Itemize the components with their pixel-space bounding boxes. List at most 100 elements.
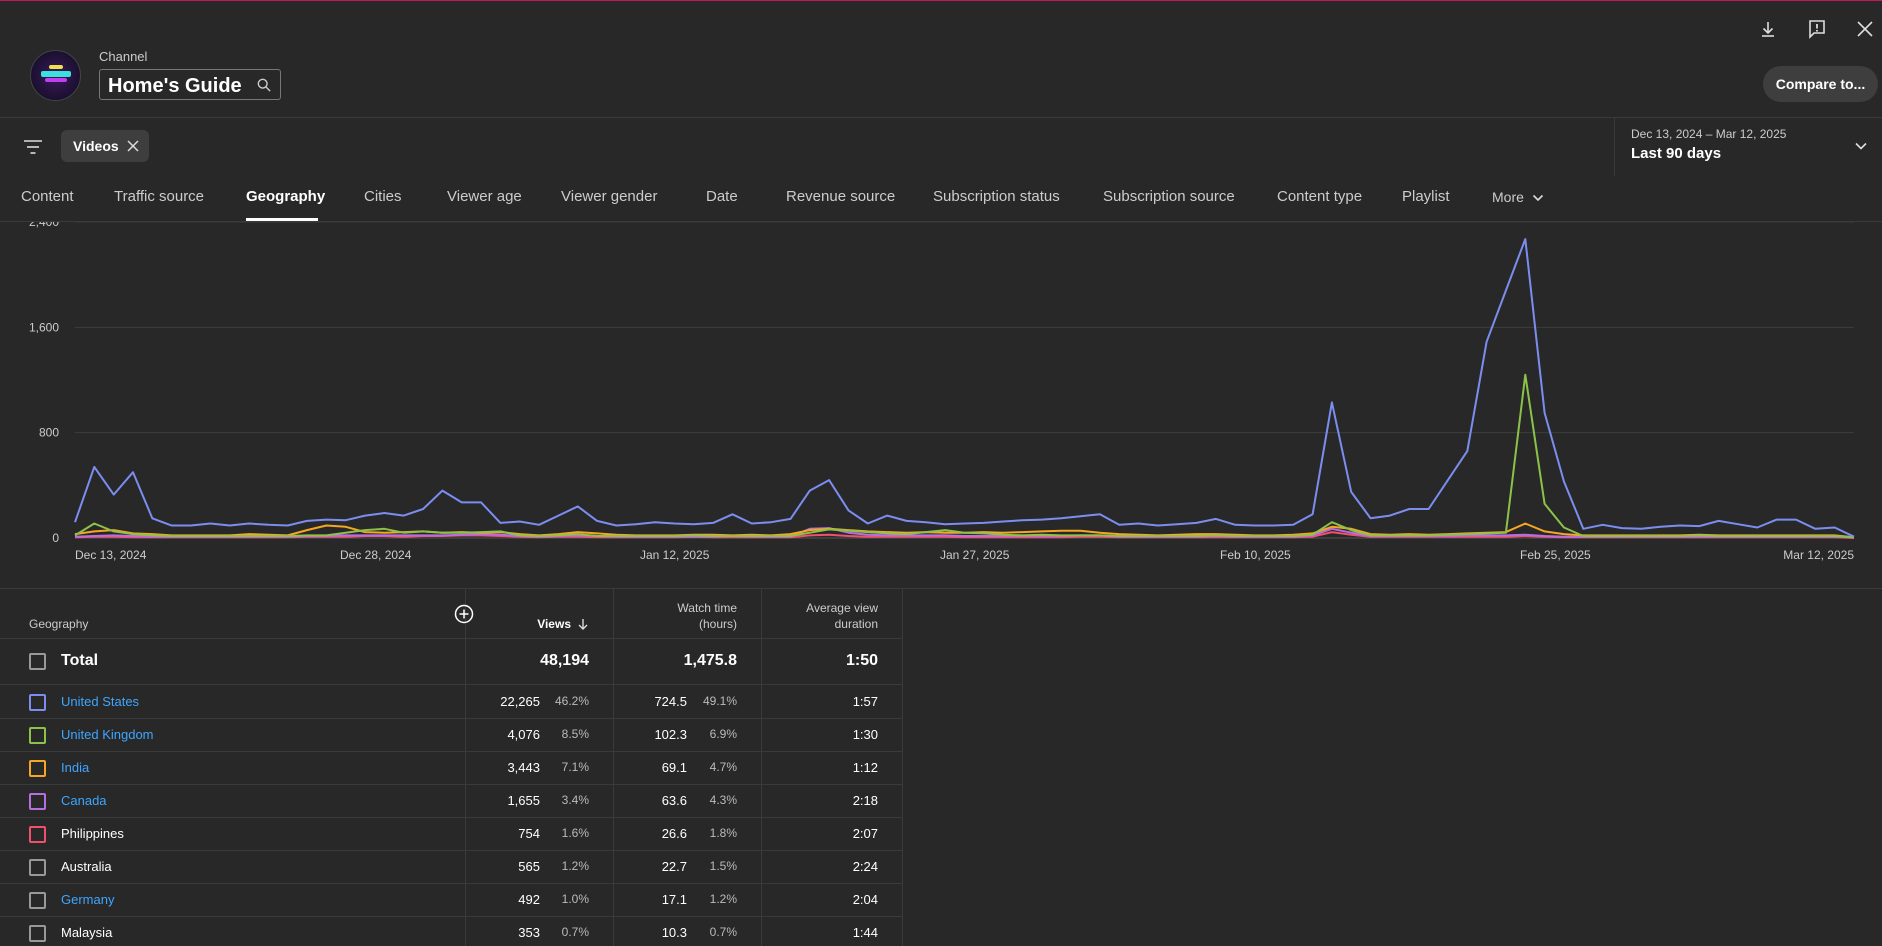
- row-views: 1,655: [507, 793, 540, 808]
- x-tick-label: Jan 27, 2025: [940, 548, 1010, 562]
- row-checkbox[interactable]: [29, 727, 46, 744]
- close-icon[interactable]: [1854, 18, 1876, 40]
- row-checkbox[interactable]: [29, 793, 46, 810]
- row-country-name[interactable]: Canada: [61, 793, 107, 808]
- tab-content-type[interactable]: Content type: [1277, 188, 1363, 205]
- tab-content[interactable]: Content: [21, 188, 74, 205]
- row-avg-view-duration: 1:57: [852, 694, 878, 709]
- row-views: 4,076: [507, 727, 540, 742]
- search-icon[interactable]: [257, 78, 271, 92]
- row-watch-time: 69.1: [661, 760, 687, 775]
- y-tick-label: 2,400: [29, 222, 59, 229]
- row-checkbox[interactable]: [29, 760, 46, 777]
- row-views-percent: 1.0%: [561, 892, 589, 906]
- column-header-views[interactable]: Views: [420, 616, 589, 632]
- column-divider: [465, 589, 466, 946]
- chevron-down-icon: [1532, 195, 1543, 202]
- row-views: 754: [518, 826, 540, 841]
- row-divider: [0, 718, 903, 719]
- date-range-label: Last 90 days: [1631, 145, 1722, 162]
- avatar-shape: [49, 65, 63, 69]
- tab-subscription-source[interactable]: Subscription source: [1103, 188, 1235, 205]
- x-tick-label: Jan 12, 2025: [640, 548, 710, 562]
- table-row: Malaysia 353 0.7% 10.3 0.7% 1:44: [0, 916, 903, 946]
- column-header-geography[interactable]: Geography: [29, 617, 89, 631]
- tab-viewer-age[interactable]: Viewer age: [447, 188, 522, 205]
- channel-label: Channel: [99, 49, 148, 64]
- feedback-icon[interactable]: [1806, 18, 1828, 40]
- column-header-avg-view-duration[interactable]: Average view duration: [760, 600, 878, 632]
- tab-more-label: More: [1492, 189, 1524, 205]
- tab-cities[interactable]: Cities: [364, 188, 402, 205]
- filter-chip-label: Videos: [73, 138, 119, 154]
- row-views-percent: 3.4%: [561, 793, 589, 807]
- tab-revenue-source[interactable]: Revenue source: [786, 188, 896, 205]
- row-watch-time: 724.5: [654, 694, 687, 709]
- column-header-watch-line: Watch time: [677, 601, 737, 615]
- row-watch-time: 10.3: [661, 925, 687, 940]
- column-divider: [761, 589, 762, 946]
- row-avg-view-duration: 2:18: [852, 793, 878, 808]
- row-watch-time-percent: 49.1%: [702, 694, 737, 708]
- column-header-views-label: Views: [537, 617, 571, 631]
- tab-geography[interactable]: Geography: [246, 188, 326, 205]
- x-tick-label: Feb 25, 2025: [1520, 548, 1591, 562]
- channel-name: Home's Guide: [108, 75, 242, 97]
- row-watch-time-percent: 4.7%: [709, 760, 737, 774]
- filter-chip-videos[interactable]: Videos: [61, 130, 149, 162]
- row-country-name: Malaysia: [61, 925, 113, 940]
- row-checkbox[interactable]: [29, 694, 46, 711]
- x-tick-label: Feb 10, 2025: [1220, 548, 1291, 562]
- row-country-name[interactable]: United Kingdom: [61, 727, 154, 742]
- total-label: Total: [61, 652, 99, 669]
- row-divider: [0, 850, 903, 851]
- sort-arrow-down-icon: [578, 619, 588, 630]
- row-country-name[interactable]: United States: [61, 694, 140, 709]
- row-country-name: Philippines: [61, 826, 124, 841]
- row-country-name[interactable]: India: [61, 760, 90, 775]
- row-watch-time: 63.6: [661, 793, 687, 808]
- date-range-selector[interactable]: Dec 13, 2024 – Mar 12, 2025 Last 90 days: [1614, 118, 1882, 176]
- row-divider: [0, 638, 903, 639]
- row-avg-view-duration: 1:30: [852, 727, 878, 742]
- channel-avatar[interactable]: [30, 50, 81, 101]
- row-watch-time-percent: 6.9%: [709, 727, 737, 741]
- row-checkbox[interactable]: [29, 925, 46, 942]
- row-watch-time-percent: 1.8%: [709, 826, 737, 840]
- tab-viewer-gender[interactable]: Viewer gender: [561, 188, 658, 205]
- date-range-text: Dec 13, 2024 – Mar 12, 2025: [1631, 127, 1787, 141]
- row-checkbox[interactable]: [29, 859, 46, 876]
- row-views: 3,443: [507, 760, 540, 775]
- tab-more[interactable]: More: [1492, 189, 1544, 205]
- row-views-percent: 8.5%: [561, 727, 589, 741]
- column-divider: [902, 589, 903, 946]
- chart-canvas: 2,400 1,600 800 0 Dec 13, 2024 Dec 28, 2024 Ja…: [29, 215, 1855, 562]
- remove-filter-icon[interactable]: [127, 140, 139, 152]
- compare-button[interactable]: Compare to...: [1763, 66, 1878, 102]
- row-avg-view-duration: 1:12: [852, 760, 878, 775]
- tab-subscription-status[interactable]: Subscription status: [933, 188, 1060, 205]
- tab-date[interactable]: Date: [706, 188, 738, 205]
- row-divider: [0, 817, 903, 818]
- row-divider: [0, 883, 903, 884]
- total-checkbox[interactable]: [29, 653, 46, 670]
- filter-bar: Videos Dec 13, 2024 – Mar 12, 2025 Last …: [0, 118, 1882, 176]
- row-watch-time-percent: 1.5%: [709, 859, 737, 873]
- y-tick-label: 1,600: [29, 320, 59, 334]
- download-icon[interactable]: [1757, 18, 1779, 40]
- total-watch-time: 1,475.8: [683, 652, 737, 669]
- tab-traffic-source[interactable]: Traffic source: [114, 188, 205, 205]
- row-checkbox[interactable]: [29, 892, 46, 909]
- channel-selector[interactable]: Home's Guide: [99, 69, 281, 100]
- table-row: United Kingdom 4,076 8.5% 102.3 6.9% 1:30: [0, 718, 903, 751]
- column-header-watch-time[interactable]: Watch time (hours): [620, 600, 737, 632]
- add-column-icon[interactable]: [454, 604, 474, 624]
- row-country-name[interactable]: Germany: [61, 892, 115, 907]
- table-row: Germany 492 1.0% 17.1 1.2% 2:04: [0, 883, 903, 916]
- row-checkbox[interactable]: [29, 826, 46, 843]
- row-avg-view-duration: 1:44: [852, 925, 878, 940]
- tab-playlist[interactable]: Playlist: [1402, 188, 1450, 205]
- filter-icon[interactable]: [22, 137, 44, 157]
- row-views-percent: 7.1%: [561, 760, 589, 774]
- views-line-chart: 2,400 1,600 800 0 Dec 13, 2024 Dec 28, 2024 Ja…: [0, 215, 1882, 589]
